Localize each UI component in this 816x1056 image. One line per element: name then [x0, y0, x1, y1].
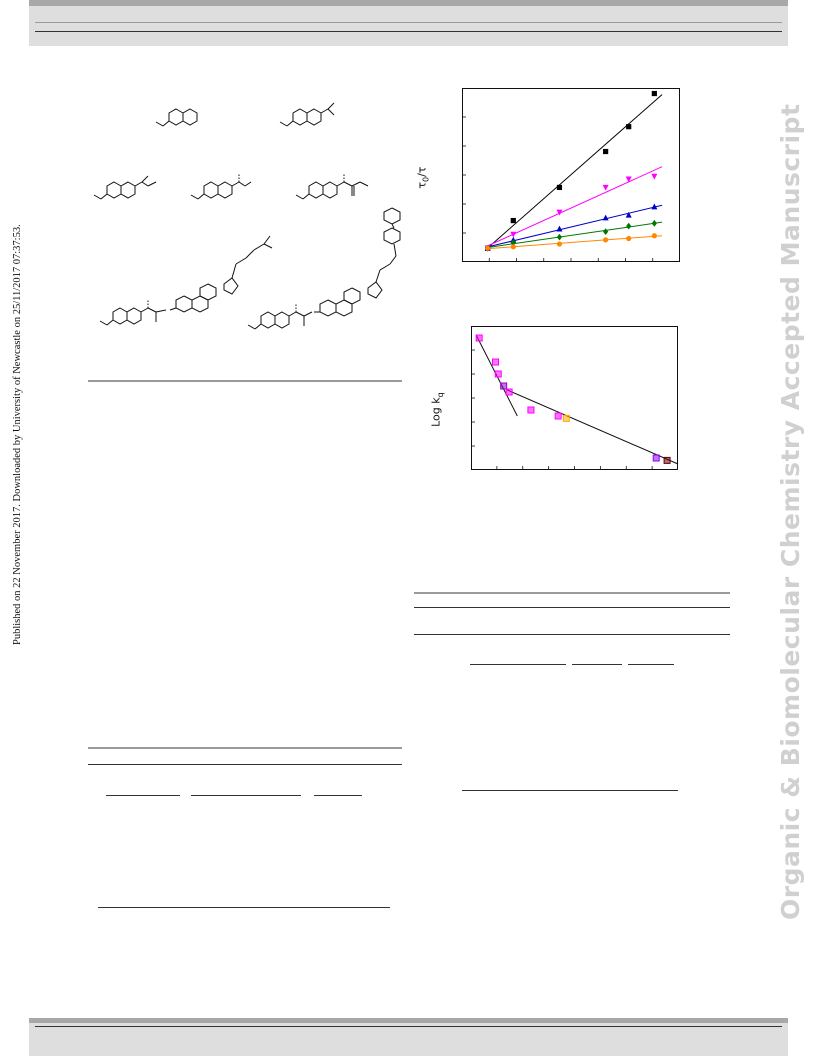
data-point-series-2 [510, 231, 517, 238]
data-point-series-5 [651, 233, 657, 239]
data-point-series-1 [651, 90, 657, 97]
right-table-top-rule [414, 592, 730, 594]
right-table-rule-2 [414, 607, 730, 608]
data-point-8 [562, 414, 570, 422]
left-table-bottom-rule [98, 907, 390, 908]
data-point-5 [505, 388, 513, 396]
data-point-6 [527, 406, 535, 414]
page-footer [29, 1018, 788, 1056]
data-point-1 [475, 334, 483, 342]
data-point-series-1 [556, 184, 563, 191]
fit-line-series-3 [487, 204, 663, 248]
data-point-series-5 [510, 244, 516, 250]
naphthalene-structure-5 [295, 174, 369, 200]
data-point-series-1 [626, 124, 632, 130]
top-chart-y-axis-label: τ0/τ [415, 167, 430, 189]
bottom-chart-y-axis-label: Log kq [430, 392, 445, 427]
data-point-series-3 [651, 203, 658, 210]
data-point-9 [652, 454, 660, 462]
data-point-series-5 [603, 237, 609, 243]
left-table-top-rule [88, 747, 402, 749]
data-point-4 [500, 382, 508, 390]
data-point-series-3 [556, 225, 563, 232]
right-table-subrule-3 [628, 664, 674, 665]
data-point-10 [663, 456, 671, 464]
fit-line-2 [506, 389, 679, 465]
data-point-series-2 [625, 176, 632, 183]
data-point-series-5 [556, 241, 563, 247]
naphthalene-structure-2 [279, 102, 335, 127]
steroid-conjugate-structure-2 [247, 207, 401, 330]
data-point-series-4 [626, 222, 632, 230]
left-table-subrule-2 [191, 795, 301, 796]
data-point-series-3 [625, 211, 632, 218]
right-table-bottom-rule [462, 790, 678, 791]
left-table-subrule-1 [106, 795, 180, 796]
data-point-series-2 [602, 184, 609, 191]
left-table-header-rule [88, 764, 402, 765]
accepted-manuscript-watermark: Organic & Biomolecular Chemistry Accepte… [776, 103, 805, 920]
naphthalene-structure-1 [155, 108, 198, 127]
log-kq-chart [471, 326, 679, 470]
data-point-7 [554, 412, 562, 420]
data-point-series-1 [510, 217, 516, 224]
data-point-series-4 [651, 219, 657, 227]
y-label-subscript: 0 [421, 176, 431, 182]
data-point-3 [494, 370, 502, 378]
data-point-series-5 [626, 235, 632, 242]
page-header [29, 0, 788, 46]
header-band [29, 0, 788, 6]
naphthalene-structure-4 [190, 174, 252, 200]
data-point-series-1 [603, 148, 609, 155]
stern-volmer-chart [462, 88, 680, 262]
fit-line-series-4 [487, 221, 663, 249]
left-figure-caption-rule [88, 380, 402, 382]
data-point-series-2 [556, 209, 563, 216]
fit-line-series-2 [487, 166, 663, 247]
footer-band [29, 1018, 788, 1023]
header-rule-light [35, 22, 782, 23]
fit-line-series-5 [487, 235, 663, 250]
y-label-tau-denominator: /τ [415, 166, 429, 177]
naphthalene-structure-3 [93, 175, 157, 200]
data-point-series-2 [651, 173, 658, 180]
right-table-subrule-1 [470, 664, 566, 665]
left-table-subrule-3 [314, 795, 362, 796]
plot-frame [471, 326, 678, 470]
footer-rule [35, 1026, 782, 1027]
data-point-series-5 [485, 245, 491, 251]
data-point-series-4 [603, 228, 609, 236]
steroid-conjugate-structure-1 [99, 235, 273, 326]
data-point-series-3 [602, 214, 609, 221]
y-label-logk: Log k [429, 397, 443, 427]
chemical-structures [93, 102, 401, 330]
y-label-logk-subscript: q [435, 392, 445, 398]
right-table-subrule-2 [572, 664, 622, 665]
fit-line-series-1 [487, 94, 663, 249]
data-point-series-4 [556, 233, 563, 241]
y-label-tau: τ [415, 182, 429, 189]
data-point-2 [492, 358, 500, 366]
header-rule-dark [35, 31, 782, 32]
right-table-rule-3 [414, 634, 730, 635]
